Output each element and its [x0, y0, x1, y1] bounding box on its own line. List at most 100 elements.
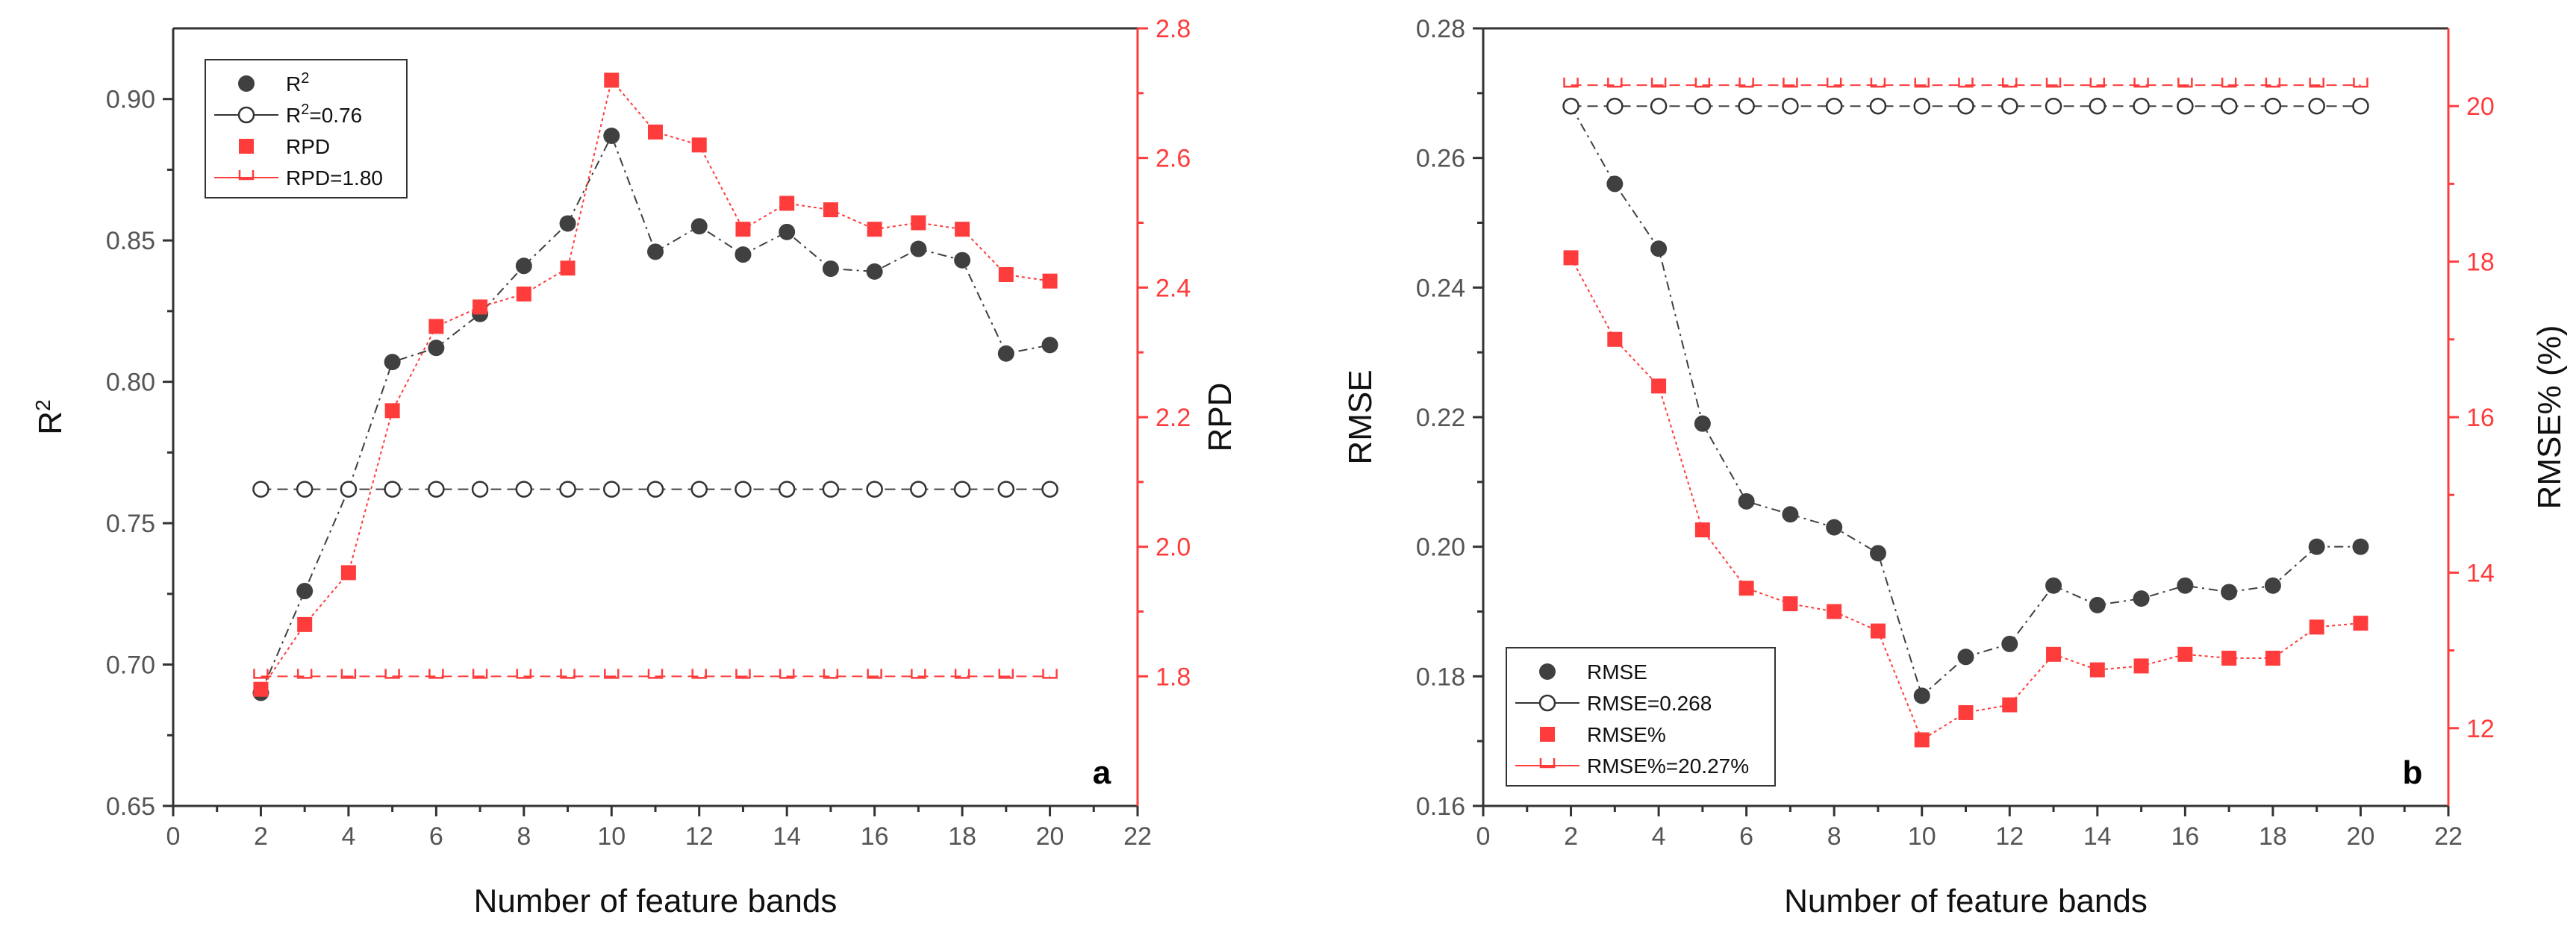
legend-label: RMSE	[1587, 660, 1647, 684]
reference-point	[735, 669, 751, 679]
reference-point	[735, 481, 752, 498]
legend-marker	[1539, 663, 1556, 680]
data-point	[2308, 538, 2325, 555]
y2-tick-label: 2.8	[1156, 15, 1191, 43]
data-point	[1694, 415, 1711, 432]
y-tick-label: 0.80	[106, 369, 155, 397]
data-point	[296, 583, 314, 600]
legend-label: R2=0.76	[286, 101, 362, 127]
reference-point	[603, 481, 620, 498]
reference-point	[1694, 78, 1711, 88]
reference-point	[1914, 78, 1930, 88]
reference-point	[954, 669, 970, 679]
reference-point	[2001, 97, 2018, 115]
data-point	[997, 345, 1014, 362]
x-tick-label: 10	[597, 822, 626, 851]
series-line	[260, 134, 1050, 693]
y-tick-label: 0.18	[1416, 663, 1465, 691]
data-point	[428, 340, 445, 357]
legend-marker	[237, 106, 255, 124]
series-rmse-	[1563, 250, 2368, 748]
reference-point	[2265, 78, 2281, 88]
x-tick-label: 16	[2171, 822, 2199, 851]
y-tick-label: 0.20	[1416, 534, 1465, 562]
legend-marker	[238, 170, 255, 181]
x-tick-label: 10	[1908, 822, 1936, 851]
reference-point	[384, 481, 401, 498]
data-point	[867, 222, 882, 237]
x-tick-label: 6	[429, 822, 443, 851]
reference-point	[2177, 97, 2194, 115]
data-point	[559, 215, 576, 232]
data-point	[384, 354, 401, 371]
x-tick-label: 18	[948, 822, 976, 851]
reference-point	[823, 669, 839, 679]
data-point	[2089, 662, 2105, 678]
data-point	[823, 202, 838, 218]
data-point	[647, 243, 664, 260]
data-point	[2353, 616, 2368, 631]
y2-tick-label: 16	[2466, 404, 2495, 432]
data-point	[866, 263, 883, 280]
x-tick-label: 2	[254, 822, 268, 851]
data-point	[297, 616, 313, 632]
data-point	[253, 681, 269, 697]
data-point	[2221, 584, 2238, 601]
y2-tick-label: 18	[2466, 248, 2495, 277]
data-point	[515, 257, 532, 275]
reference-point	[296, 669, 313, 679]
reference-point	[340, 669, 357, 679]
data-point	[735, 222, 751, 237]
data-point	[2221, 651, 2237, 666]
data-point	[384, 403, 400, 419]
y2-tick-label: 20	[2466, 93, 2495, 121]
reference-point	[252, 481, 269, 498]
reference-point	[2220, 97, 2238, 115]
data-point	[2002, 697, 2018, 713]
data-point	[1957, 648, 1974, 666]
series-rmse-20-27-	[1563, 78, 2368, 88]
y-tick-label: 0.24	[1416, 274, 1465, 302]
data-point	[1651, 378, 1667, 394]
data-point	[1869, 545, 1886, 562]
y2-tick-label: 12	[2466, 715, 2495, 743]
reference-point	[472, 669, 488, 679]
legend-label: RMSE=0.268	[1587, 692, 1712, 715]
x-tick-label: 22	[1123, 822, 1152, 851]
data-point	[2001, 635, 2018, 652]
x-tick-label: 20	[2347, 822, 2375, 851]
x-axis-title: Number of feature bands	[474, 883, 838, 919]
x-tick-label: 22	[2434, 822, 2463, 851]
y-tick-label: 0.85	[106, 227, 155, 255]
reference-point	[647, 669, 664, 679]
reference-point	[822, 481, 840, 498]
reference-point	[296, 481, 314, 498]
x-tick-label: 20	[1036, 822, 1064, 851]
legend-label: RPD	[286, 135, 330, 158]
reference-point	[1738, 78, 1754, 88]
x-tick-label: 12	[1995, 822, 2024, 851]
reference-point	[1957, 97, 1974, 115]
y2-axis-title: RMSE% (%)	[2531, 325, 2568, 510]
data-point	[1913, 687, 1930, 704]
y-tick-label: 0.22	[1416, 404, 1465, 432]
reference-point	[1041, 481, 1058, 498]
series-rmse-0-268	[1562, 97, 2369, 115]
reference-point	[866, 481, 883, 498]
x-axis-title: Number of feature bands	[1784, 883, 2148, 919]
reference-point	[953, 481, 971, 498]
reference-point	[1958, 78, 1974, 88]
reference-point	[997, 481, 1015, 498]
data-point	[1041, 337, 1058, 354]
y2-tick-label: 2.2	[1156, 404, 1191, 432]
data-point	[691, 137, 707, 153]
x-tick-label: 8	[1827, 822, 1841, 851]
data-point	[779, 196, 795, 211]
y-tick-label: 0.70	[106, 651, 155, 680]
reference-point	[779, 669, 795, 679]
reference-point	[2264, 97, 2282, 115]
data-point	[603, 127, 620, 144]
x-tick-label: 14	[773, 822, 801, 851]
reference-point	[2177, 78, 2193, 88]
